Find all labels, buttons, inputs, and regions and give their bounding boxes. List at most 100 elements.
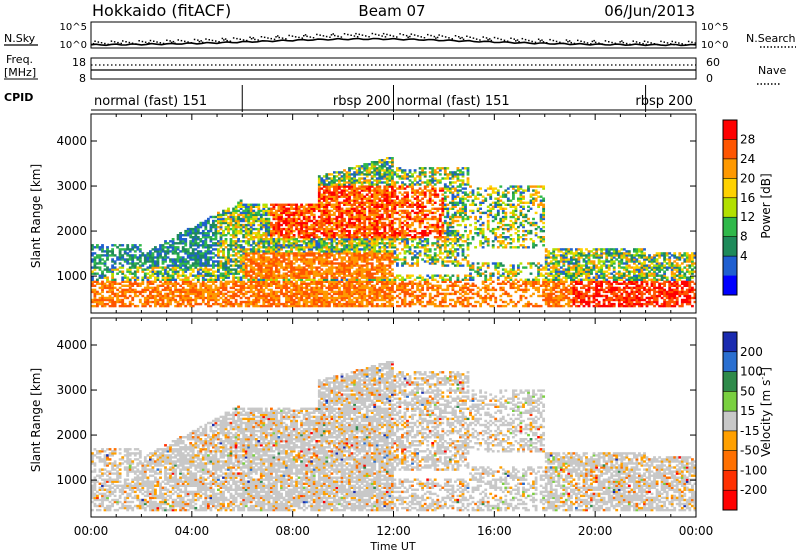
range-gate-cell: [383, 225, 387, 229]
range-gate-cell: [368, 201, 372, 204]
range-gate-cell: [375, 185, 379, 188]
range-gate-cell: [214, 288, 218, 292]
range-gate-cell: [411, 187, 414, 190]
range-gate-cell: [398, 201, 402, 204]
range-gate-cell: [307, 203, 311, 206]
range-gate-cell: [164, 276, 167, 279]
range-gate-cell: [252, 211, 256, 215]
range-gate-cell: [164, 292, 167, 296]
range-gate-cell: [239, 268, 243, 271]
range-gate-cell: [219, 302, 223, 306]
range-gate-cell: [91, 290, 94, 294]
range-gate-cell: [259, 264, 263, 267]
range-gate-cell: [121, 256, 125, 259]
range-gate-cell: [191, 250, 195, 253]
range-gate-cell: [181, 282, 185, 285]
range-gate-cell: [302, 276, 306, 279]
range-gate-cell: [297, 211, 301, 215]
nsearch-point: [593, 39, 595, 42]
range-gate-cell: [368, 278, 372, 281]
range-gate-cell: [370, 165, 374, 168]
range-gate-cell: [186, 256, 190, 259]
range-gate-cell: [275, 242, 278, 245]
range-gate-cell: [252, 262, 256, 265]
nsearch-point: [469, 36, 471, 38]
range-gate-cell: [93, 266, 97, 269]
nsearch-point: [656, 43, 659, 46]
range-gate-cell: [320, 215, 324, 219]
nsearch-point: [146, 43, 148, 45]
range-gate-cell: [259, 268, 263, 271]
range-gate-cell: [166, 256, 170, 259]
range-gate-cell: [259, 256, 263, 259]
range-gate-cell: [176, 256, 180, 259]
range-gate-cell: [345, 248, 349, 251]
range-gate-cell: [418, 294, 422, 298]
range-gate-cell: [388, 304, 392, 308]
range-gate-cell: [290, 244, 293, 247]
range-gate-cell: [345, 302, 349, 306]
range-gate-cell: [330, 203, 334, 206]
range-gate-cell: [302, 302, 306, 306]
range-gate-cell: [259, 246, 263, 249]
range-gate-cell: [259, 254, 263, 257]
range-gate-cell: [320, 181, 324, 184]
range-gate-cell: [370, 266, 374, 269]
range-gate-cell: [328, 229, 331, 233]
range-gate-cell: [179, 234, 183, 237]
range-gate-cell: [350, 205, 354, 208]
range-gate-cell: [214, 229, 218, 233]
range-gate-cell: [252, 266, 256, 269]
range-gate-cell: [222, 294, 225, 298]
range-gate-cell: [398, 288, 402, 292]
range-gate-cell: [244, 209, 248, 213]
range-gate-cell: [262, 270, 266, 273]
range-gate-cell: [365, 266, 369, 269]
range-gate-cell: [330, 242, 334, 245]
range-gate-cell: [360, 201, 364, 204]
range-gate-cell: [317, 282, 321, 285]
range-gate-cell: [156, 260, 160, 263]
range-gate-cell: [133, 282, 137, 285]
range-gate-cell: [98, 296, 102, 300]
range-gate-cell: [375, 205, 379, 208]
range-gate-cell: [285, 203, 288, 206]
range-gate-cell: [385, 179, 389, 182]
range-gate-cell: [154, 286, 157, 290]
range-gate-cell: [312, 252, 316, 255]
range-gate-cell: [101, 250, 104, 253]
range-gate-cell: [262, 284, 266, 287]
range-gate-cell: [328, 183, 331, 186]
range-gate-cell: [179, 302, 183, 306]
range-gate-cell: [244, 232, 248, 235]
range-gate-cell: [282, 284, 286, 287]
range-gate-cell: [247, 270, 251, 273]
range-gate-cell: [199, 268, 203, 271]
range-gate-cell: [282, 219, 286, 223]
range-gate-cell: [164, 266, 167, 269]
range-gate-cell: [335, 292, 339, 296]
range-gate-cell: [282, 242, 286, 245]
range-gate-cell: [262, 280, 266, 283]
range-gate-cell: [393, 171, 397, 174]
range-gate-cell: [247, 219, 251, 223]
range-gate-cell: [212, 215, 215, 219]
range-gate-cell: [350, 209, 354, 213]
range-gate-cell: [262, 203, 266, 206]
range-gate-cell: [133, 270, 137, 273]
range-gate-cell: [338, 296, 341, 300]
range-gate-cell: [232, 229, 236, 233]
range-gate-cell: [378, 177, 382, 180]
range-gate-cell: [217, 244, 220, 247]
range-gate-cell: [280, 286, 283, 290]
range-gate-cell: [411, 284, 414, 287]
range-gate-cell: [408, 292, 412, 296]
range-gate-cell: [343, 229, 346, 233]
range-gate-cell: [370, 209, 374, 213]
range-gate-cell: [285, 217, 288, 221]
range-gate-cell: [325, 221, 329, 225]
range-gate-cell: [302, 282, 306, 285]
range-gate-cell: [398, 286, 402, 290]
range-gate-cell: [227, 254, 230, 257]
